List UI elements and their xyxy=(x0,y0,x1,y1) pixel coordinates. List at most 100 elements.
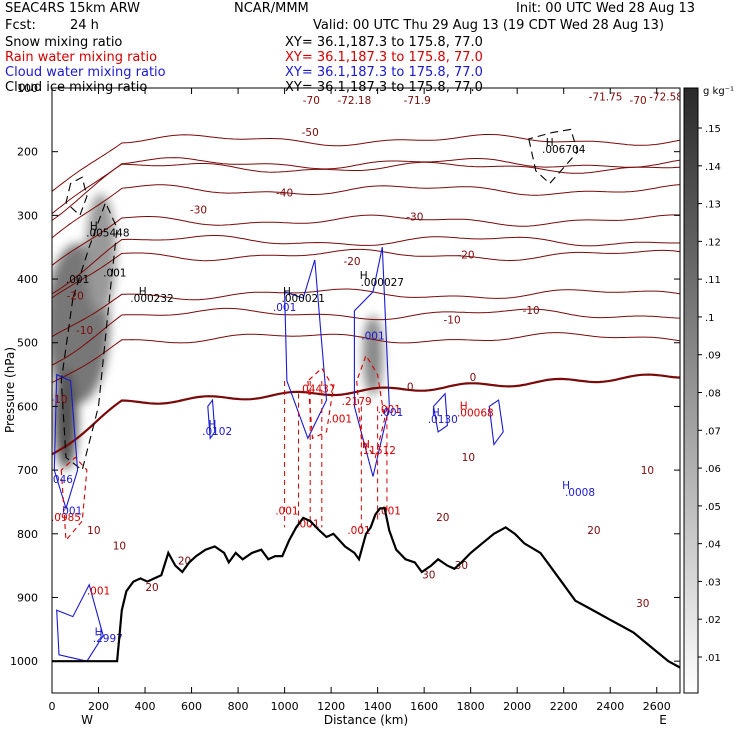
y-tick-label-4: 500 xyxy=(17,337,38,350)
isotherms-label-23: 30 xyxy=(636,598,649,610)
cloud-contour-west xyxy=(53,373,79,511)
cloud-contour-c xyxy=(207,398,216,440)
rain-label-2: .001 xyxy=(329,413,352,425)
colorbar-tick-label-5: .06 xyxy=(705,464,721,475)
colorbar-unit: g kg⁻¹ xyxy=(703,86,734,97)
isotherms-label-9: -10 xyxy=(76,325,93,337)
snow-label-2: .001 xyxy=(66,274,89,286)
contour-labels: -50 -40 -30 -30 -20 -20 -10 -10 -20 -10 -10 0 0 10 10 2… xyxy=(51,92,683,645)
y-tick-label-8: 900 xyxy=(17,591,38,604)
isotherm-1 xyxy=(52,235,680,295)
field-rain-name: Rain water mixing ratio xyxy=(5,50,158,65)
rain-label-1: .2179 xyxy=(342,396,372,408)
colorbar: g kg⁻¹ .01 .02 .03 .04 .05 .06 .07 .08 .09 .1 .11.… xyxy=(683,86,734,694)
field-cloudwater-name: Cloud water mixing ratio xyxy=(5,65,166,80)
header-fcst-value: 24 h xyxy=(70,18,99,33)
colorbar-tick-label-9: .1 xyxy=(705,313,715,324)
plot-frame xyxy=(51,87,681,694)
y-tick-label-7: 800 xyxy=(17,528,38,541)
isotherms-label-8: -20 xyxy=(67,290,84,302)
cloud-contour-d xyxy=(432,392,448,433)
header-model: SEAC4RS 15km ARW xyxy=(5,1,141,16)
isotherm-5 xyxy=(52,288,680,338)
x-tick-label-10: 2000 xyxy=(503,700,531,713)
snow-contour-west-top xyxy=(65,176,88,217)
rain-label-7: .00068 xyxy=(457,408,494,420)
rain-label-12: .0985 xyxy=(51,512,81,524)
snow-label-4: H xyxy=(546,137,554,149)
header-fcst-label: Fcst: xyxy=(5,18,36,33)
isotherms-label-16: 20 xyxy=(587,525,600,537)
colorbar-tick-label-2: .03 xyxy=(705,577,721,588)
isotherms-label-2: -30 xyxy=(190,204,207,216)
cloud-water-label-4: .001 xyxy=(380,407,403,419)
isotherms-label-7: -10 xyxy=(523,305,540,317)
colorbar-tick-label-8: .09 xyxy=(705,351,721,362)
isotherm-10 xyxy=(52,134,680,192)
y-tick-label-2: 300 xyxy=(17,209,38,222)
isotherms-label-22: 30 xyxy=(422,569,435,581)
rain-contour-west xyxy=(60,456,88,542)
x-tick-label-8: 1600 xyxy=(410,700,438,713)
isotherms-label-14: 10 xyxy=(641,465,654,477)
y-tick-label-0: 100 xyxy=(17,82,38,95)
isotherms-label-1: -40 xyxy=(276,187,293,199)
y-tick-label-1: 200 xyxy=(17,146,38,159)
x-tick-label-0: 0 xyxy=(49,700,56,713)
x-tick-label-7: 1400 xyxy=(364,700,392,713)
snow-label-5: .006704 xyxy=(542,144,586,156)
isotherm-2 xyxy=(52,307,680,366)
rain-label-9: .001 xyxy=(296,518,319,530)
isotherms-label-21: 30 xyxy=(455,560,468,572)
rain-contour-cell-b xyxy=(356,354,386,459)
cloud-water-label-3: .001 xyxy=(361,331,384,343)
terrain-line xyxy=(52,507,680,669)
isotherm-0 xyxy=(52,161,680,221)
field-rain-xy: XY= 36.1,187.3 to 175.8, 77.0 xyxy=(285,50,483,65)
snow-label-1: .005448 xyxy=(86,227,129,239)
rain-label-13: .001 xyxy=(87,585,110,597)
isotherm-7 xyxy=(52,214,680,266)
isotherms-label-27: -71.9 xyxy=(404,95,431,107)
cloud-contour-sw xyxy=(56,583,104,662)
snow-label-7: .000232 xyxy=(130,293,173,305)
isotherms-label-3: -30 xyxy=(406,211,423,223)
x-tick-label-4: 800 xyxy=(228,700,249,713)
rain-label-5: .001 xyxy=(378,404,401,416)
terrain-profile xyxy=(52,507,680,669)
x-tick-label-1: 200 xyxy=(88,700,109,713)
header-init: Init: 00 UTC Wed 28 Aug 13 xyxy=(516,1,696,16)
isotherm-9 xyxy=(52,157,680,215)
field-snow-name: Snow mixing ratio xyxy=(5,35,123,50)
colorbar-tick-label-1: .02 xyxy=(705,615,721,626)
rain-contour-cell-a xyxy=(307,367,334,440)
cloud-water-label-5: H xyxy=(432,407,440,419)
isotherms-label-13: 10 xyxy=(462,452,475,464)
snow-label-3: .001 xyxy=(103,268,126,280)
cloud-water-label-8: .0008 xyxy=(565,487,595,499)
isotherms-label-20: 20 xyxy=(145,582,158,594)
cloud-water-label-12: .2997 xyxy=(93,633,123,645)
y-tick-label-9: 1000 xyxy=(10,655,38,668)
isotherms-label-4: -20 xyxy=(343,256,360,268)
cloud-water-label-6: .0130 xyxy=(428,414,458,426)
header-center: NCAR/MMM xyxy=(234,1,309,16)
x-tick-label-11: 2200 xyxy=(550,700,578,713)
field-cloudwater-xy: XY= 36.1,187.3 to 175.8, 77.0 xyxy=(285,65,483,80)
isotherms-label-28: -71.75 xyxy=(589,92,623,104)
snow-contour-west xyxy=(60,201,118,472)
y-tick-label-3: 400 xyxy=(17,273,38,286)
axes: 0 200 400 600 800 1000 1200 1400 1600 1800 2000 220… xyxy=(10,82,680,713)
isotherms-label-24: -72.58 xyxy=(649,92,683,104)
colorbar-tick-label-13: .14 xyxy=(705,162,721,173)
x-tick-label-6: 1200 xyxy=(317,700,345,713)
x-tick-label-12: 2400 xyxy=(596,700,624,713)
y-tick-label-5: 600 xyxy=(17,400,38,413)
rain-label-6: H xyxy=(460,401,468,413)
colorbar-tick-label-4: .05 xyxy=(705,502,721,513)
rain-label-8: .001 xyxy=(275,506,298,518)
isotherms-label-5: -20 xyxy=(457,250,474,262)
colorbar-tick-label-3: .04 xyxy=(705,540,721,551)
colorbar-tick-label-10: .11 xyxy=(705,275,721,286)
